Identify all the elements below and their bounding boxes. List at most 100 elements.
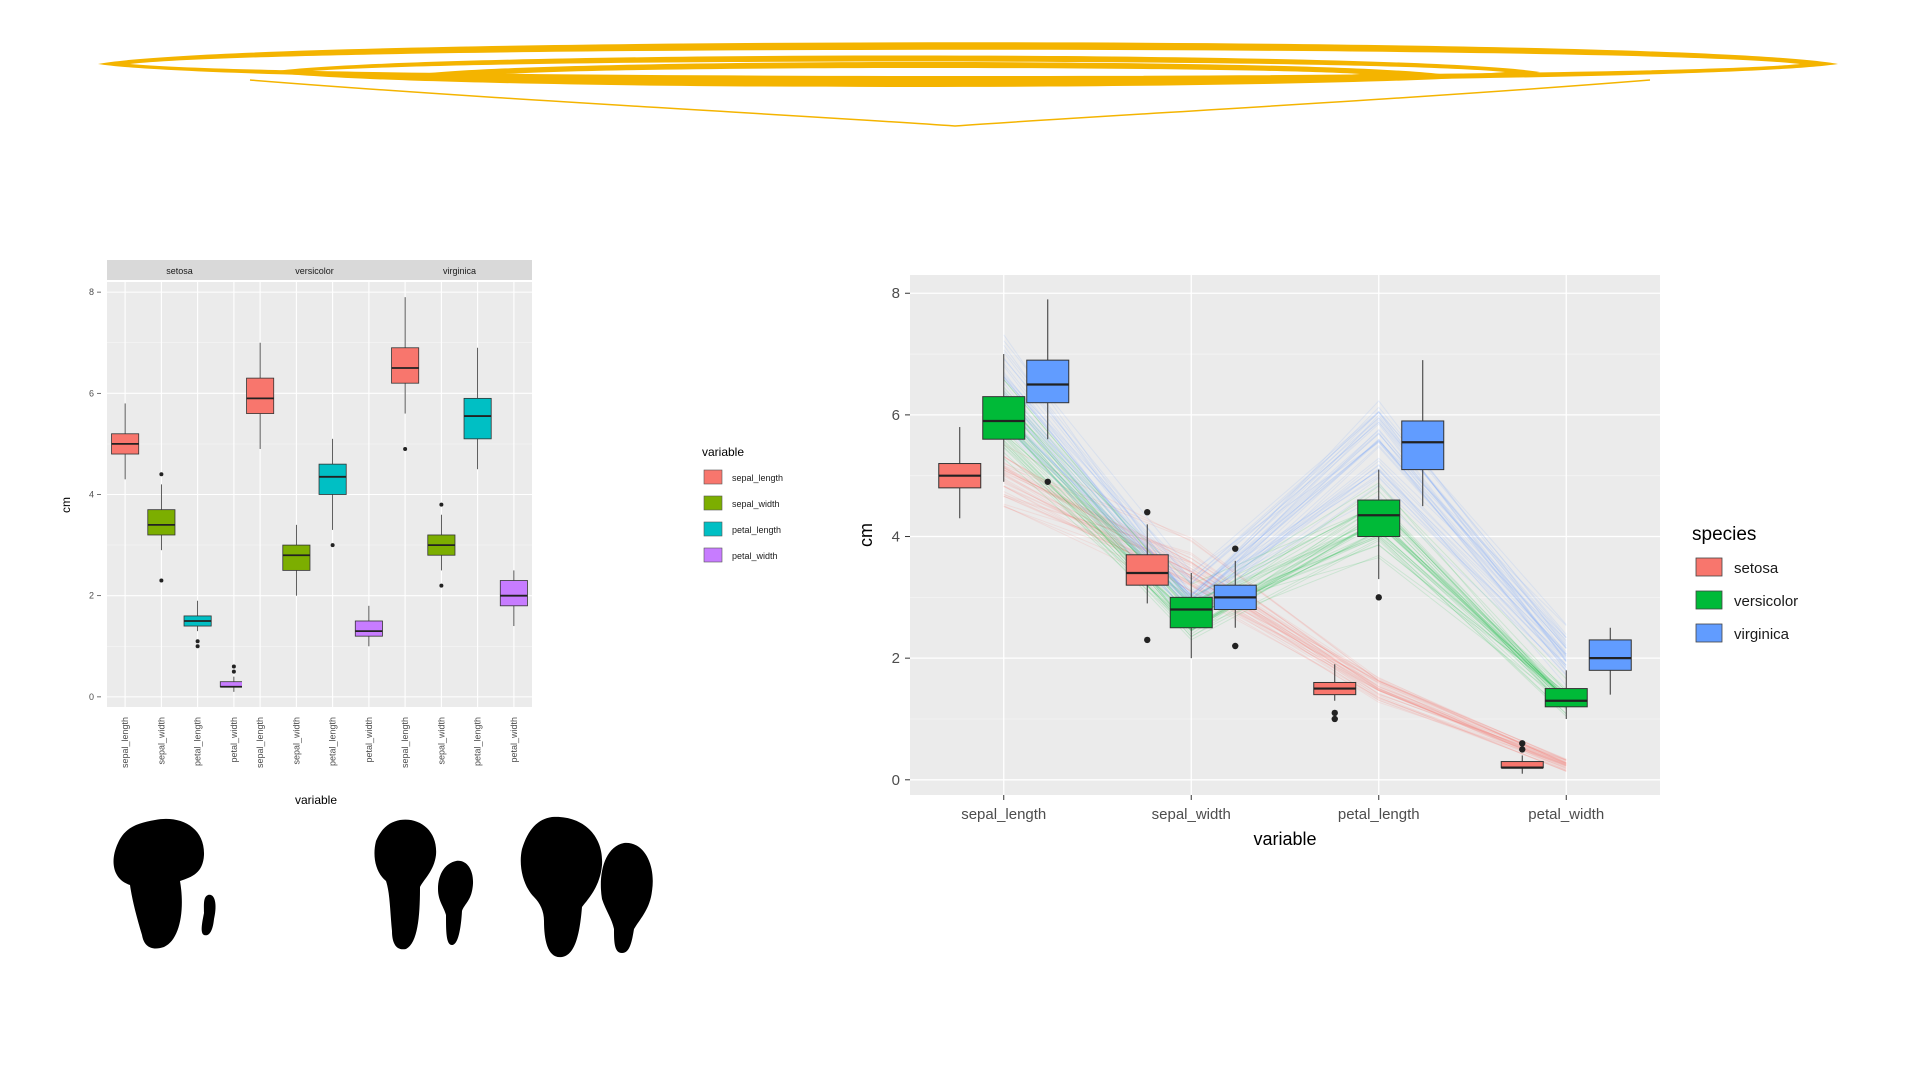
parallel-line bbox=[1003, 455, 1567, 765]
parallel-line bbox=[1003, 446, 1567, 694]
parallel-line bbox=[1003, 403, 1567, 666]
parallel-line bbox=[1003, 373, 1567, 661]
parallel-line bbox=[1003, 349, 1567, 661]
versicolor-large-petal-icon bbox=[374, 819, 437, 950]
setosa-large-petal-icon bbox=[113, 818, 205, 949]
parallel-line bbox=[1003, 474, 1567, 764]
parallel-line bbox=[1003, 388, 1567, 655]
parallel-line bbox=[1003, 467, 1567, 767]
parallel-line bbox=[1003, 481, 1567, 765]
legend-label: petal_width bbox=[732, 551, 778, 561]
facet-strip-label: versicolor bbox=[295, 266, 334, 276]
outlier-point bbox=[195, 644, 200, 649]
parallel-line bbox=[1003, 403, 1567, 644]
parallel-line bbox=[1003, 495, 1567, 768]
parallel-line bbox=[1003, 395, 1567, 639]
parallel-line bbox=[1003, 410, 1567, 668]
box-body bbox=[391, 347, 420, 384]
parallel-line bbox=[1003, 439, 1567, 699]
y-tick-label: 2 bbox=[892, 650, 900, 667]
parallel-line bbox=[1003, 415, 1567, 675]
parallel-line bbox=[1003, 376, 1567, 652]
x-tick-label: sepal_width bbox=[436, 717, 446, 765]
parallel-line bbox=[1003, 433, 1567, 700]
x-tick-label: sepal_length bbox=[255, 717, 265, 768]
legend-title: variable bbox=[702, 445, 744, 459]
parallel-line bbox=[1003, 418, 1567, 711]
outlier-point bbox=[1331, 715, 1338, 723]
parallel-line bbox=[1003, 352, 1567, 626]
box-body bbox=[1169, 596, 1213, 629]
x-tick-label: petal_width bbox=[229, 717, 239, 763]
parallel-line bbox=[1003, 363, 1567, 638]
outlier-point bbox=[1519, 746, 1526, 753]
virginica-silhouette bbox=[520, 816, 653, 958]
parallel-line bbox=[1003, 365, 1567, 657]
box-body bbox=[499, 580, 528, 607]
parallel-line bbox=[1003, 395, 1567, 625]
species-boxplot-chart: 0 2 4 6 8 sepal_length sepal_width petal_length… bbox=[856, 275, 1798, 849]
parallel-line bbox=[1003, 495, 1567, 770]
parallel-line bbox=[1003, 494, 1567, 766]
facet-strip bbox=[387, 260, 532, 280]
parallel-line bbox=[1003, 465, 1567, 764]
parallel-line bbox=[1003, 423, 1567, 657]
parallel-line bbox=[1003, 420, 1567, 709]
outlier-point bbox=[159, 472, 164, 477]
y-tick-label: 6 bbox=[892, 407, 900, 424]
parallel-line bbox=[1003, 413, 1567, 701]
x-axis-title: variable bbox=[1253, 829, 1316, 849]
x-tick-label: sepal_length bbox=[400, 717, 410, 768]
parallel-line bbox=[1003, 482, 1567, 761]
parallel-line bbox=[1003, 469, 1567, 761]
parallel-line bbox=[1003, 415, 1567, 655]
box-body bbox=[354, 620, 383, 637]
parallel-line bbox=[1003, 472, 1567, 763]
legend-label: petal_length bbox=[732, 525, 781, 535]
parallel-line bbox=[1003, 334, 1567, 649]
legend-title: species bbox=[1692, 524, 1756, 545]
box-body bbox=[1357, 499, 1401, 538]
legend-key bbox=[703, 547, 723, 563]
facet-strip-label: virginica bbox=[443, 266, 476, 276]
x-tick-label: petal_width bbox=[364, 717, 374, 763]
parallel-line bbox=[1003, 419, 1567, 667]
y-tick-label: 4 bbox=[89, 490, 94, 500]
parallel-line bbox=[1003, 425, 1567, 669]
parallel-line bbox=[1003, 393, 1567, 659]
legend-label: versicolor bbox=[1734, 593, 1798, 610]
parallel-line bbox=[1003, 465, 1567, 763]
x-tick-label: sepal_width bbox=[291, 717, 301, 765]
x-tick-label: sepal_length bbox=[961, 806, 1046, 823]
parallel-line bbox=[1003, 443, 1567, 715]
parallel-line bbox=[1003, 456, 1567, 761]
parallel-line bbox=[1003, 444, 1567, 761]
parallel-line bbox=[1003, 444, 1567, 698]
x-tick-label: petal_length bbox=[473, 717, 483, 766]
parallel-line bbox=[1003, 506, 1567, 768]
facet-strip bbox=[242, 260, 387, 280]
y-tick-label: 8 bbox=[892, 285, 900, 302]
parallel-line bbox=[1003, 505, 1567, 772]
parallel-line bbox=[1003, 414, 1567, 676]
outlier-point bbox=[1331, 709, 1338, 717]
parallel-lines-group bbox=[1003, 334, 1567, 772]
parallel-line bbox=[1003, 344, 1567, 641]
virginica-small-petal-icon bbox=[600, 842, 653, 953]
y-tick-label: 8 bbox=[89, 287, 94, 297]
parallel-line bbox=[1003, 472, 1567, 766]
parallel-line bbox=[1003, 393, 1567, 639]
parallel-line bbox=[1003, 462, 1567, 764]
parallel-line bbox=[1003, 357, 1567, 662]
y-tick-label: 6 bbox=[89, 388, 94, 398]
parallel-line bbox=[1003, 382, 1567, 671]
facet-strip bbox=[107, 260, 252, 280]
parallel-line bbox=[1003, 467, 1567, 764]
box-body bbox=[1401, 420, 1445, 471]
parallel-line bbox=[1003, 395, 1567, 701]
legend-label: setosa bbox=[1734, 560, 1779, 577]
setosa-silhouette bbox=[113, 818, 216, 949]
legend-key bbox=[1695, 590, 1723, 610]
parallel-line bbox=[1003, 418, 1567, 704]
